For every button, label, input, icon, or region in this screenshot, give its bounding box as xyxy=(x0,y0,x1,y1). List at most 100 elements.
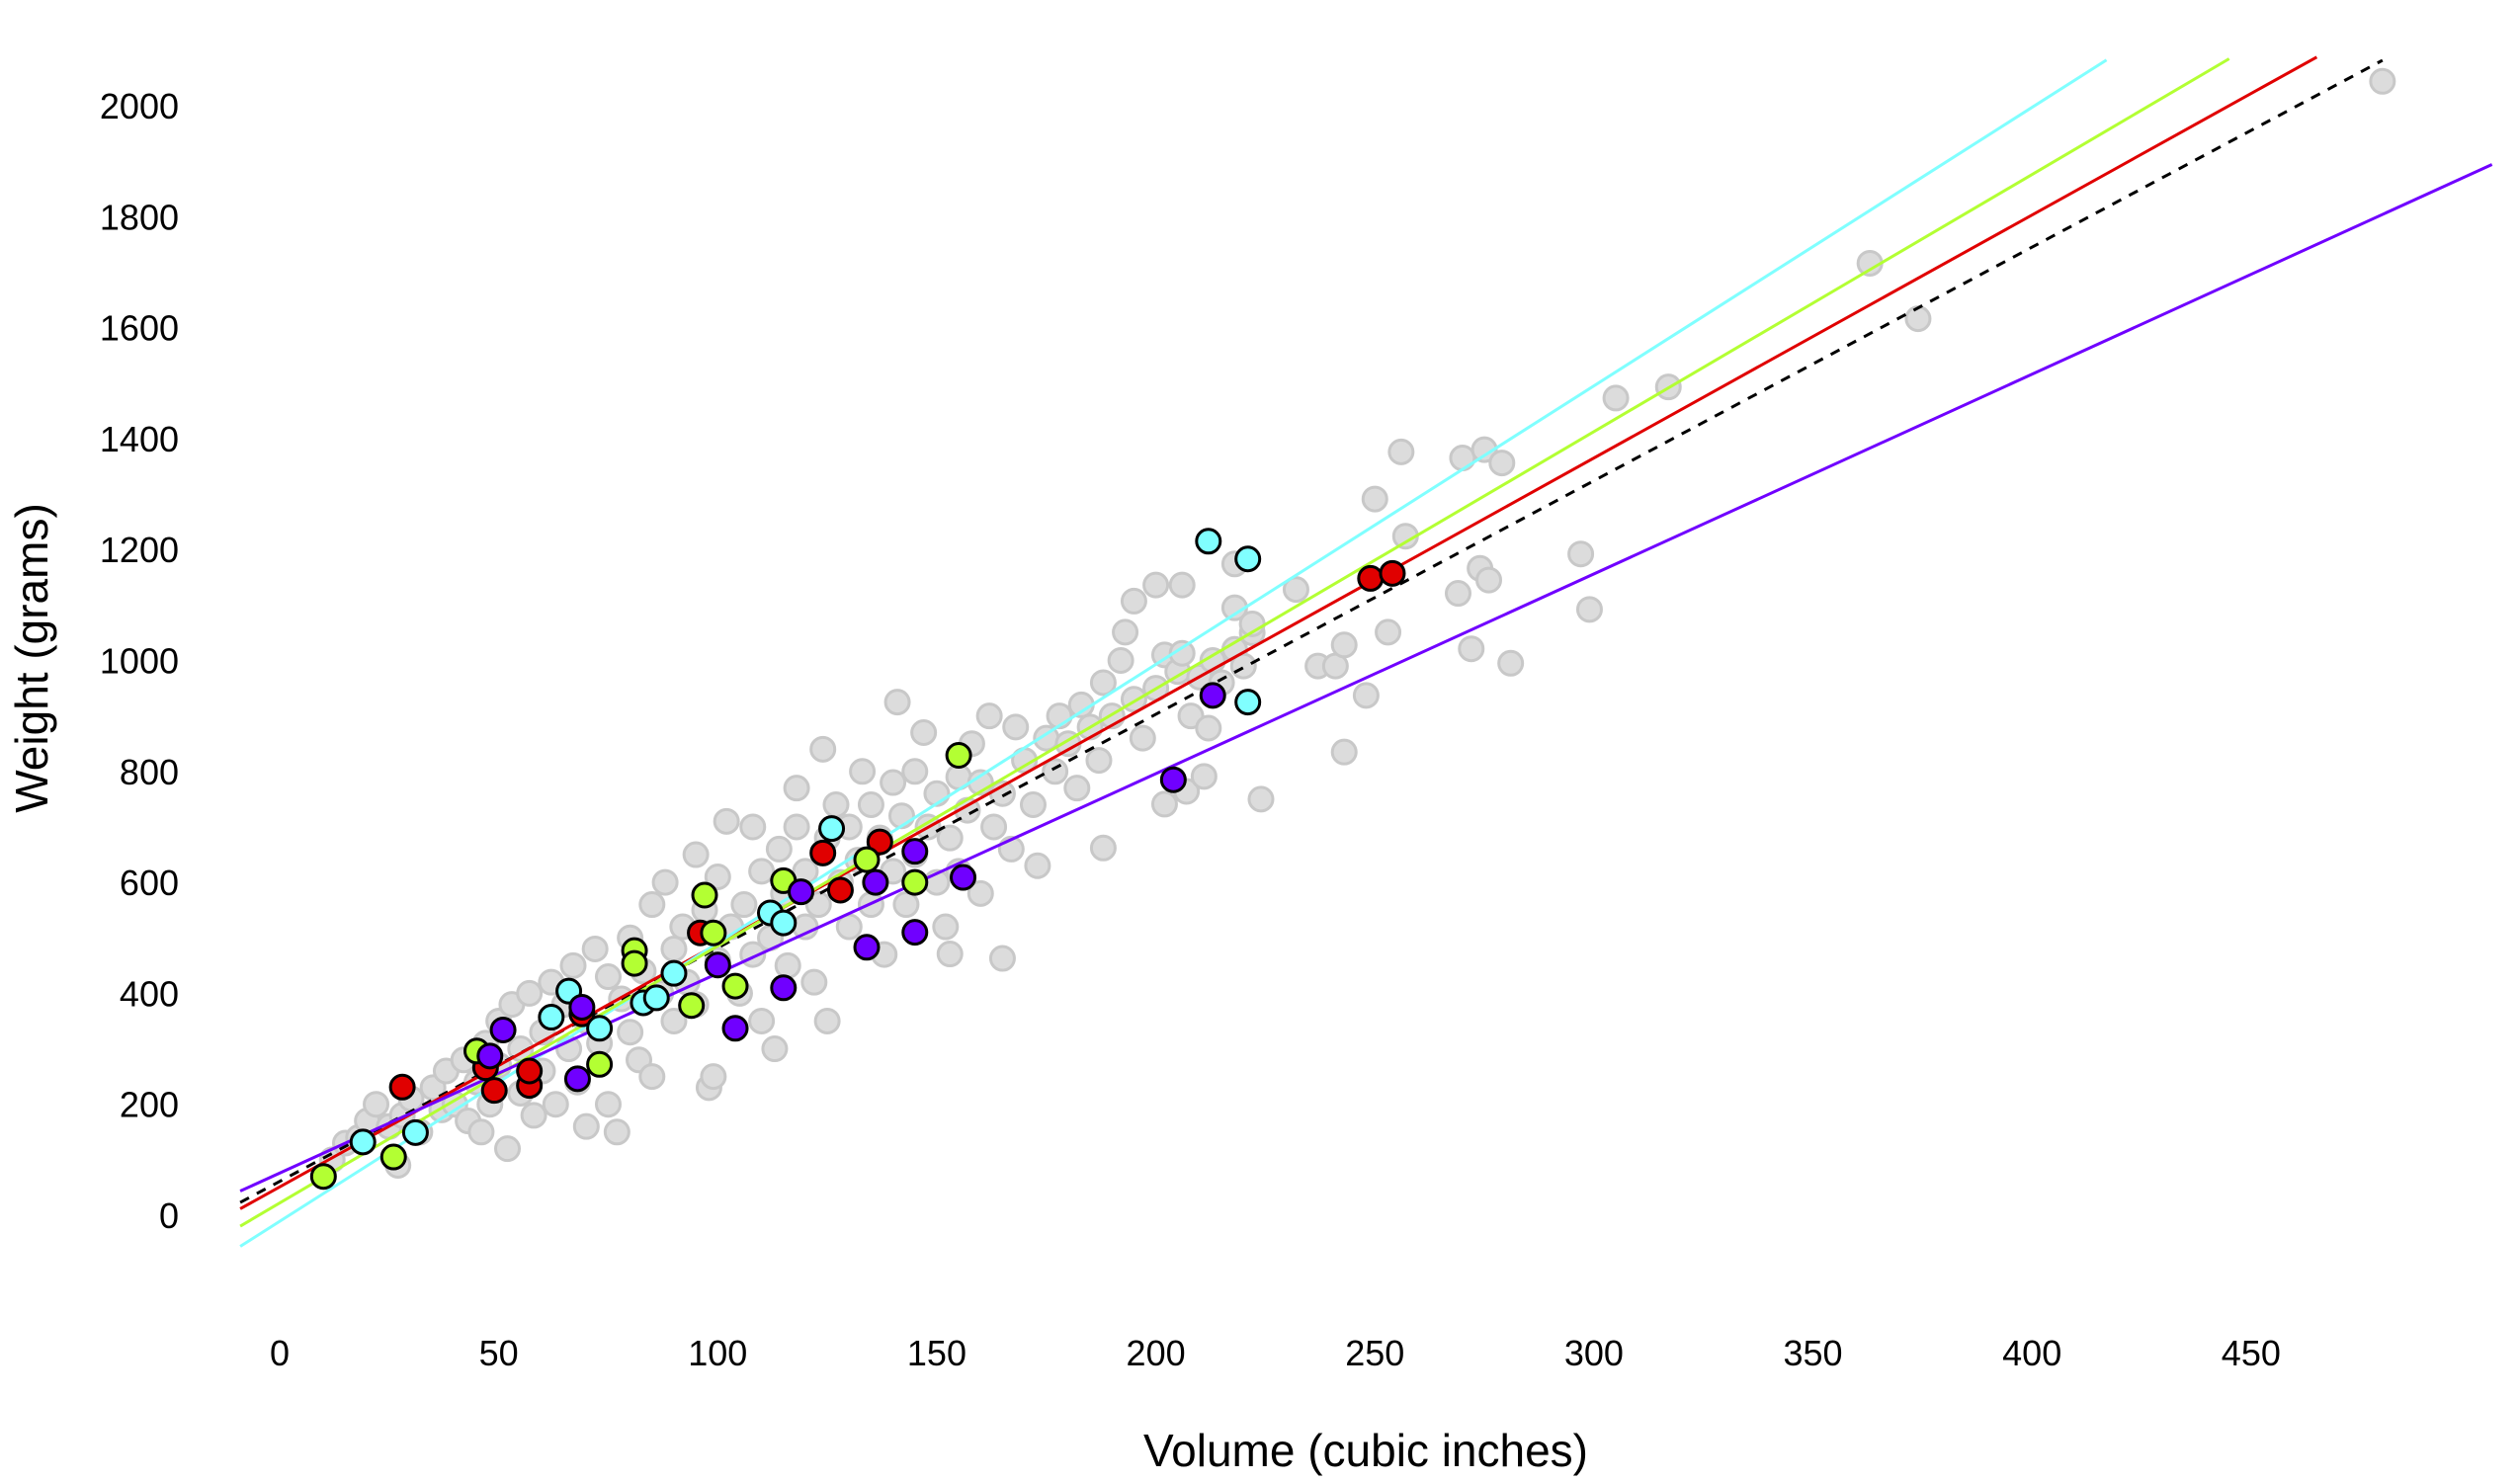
series-point-2 xyxy=(621,949,648,977)
tick-labels: 0 50 100 150 200 250 300 350 400 450 0 200 400 600 800… xyxy=(100,86,2281,1373)
background-point xyxy=(774,951,801,979)
background-point xyxy=(1190,763,1218,790)
series-point-2 xyxy=(853,846,881,873)
x-tick-label: 100 xyxy=(688,1333,747,1373)
series-point-0 xyxy=(809,839,837,866)
background-point xyxy=(638,1063,666,1091)
background-point xyxy=(880,769,907,796)
background-point xyxy=(748,1007,776,1034)
series-point-3 xyxy=(862,868,889,896)
background-point xyxy=(559,951,587,979)
background-point xyxy=(783,813,810,841)
x-tick-label: 300 xyxy=(1564,1333,1624,1373)
background-point xyxy=(494,1135,522,1163)
background-point xyxy=(638,891,666,919)
background-point xyxy=(594,963,622,991)
background-point xyxy=(2369,67,2396,95)
background-point xyxy=(1361,485,1388,513)
series-point-1 xyxy=(586,1015,614,1042)
series-point-0 xyxy=(516,1057,544,1085)
background-point xyxy=(765,835,793,863)
background-point xyxy=(901,758,929,785)
series-point-2 xyxy=(691,881,718,909)
background-point xyxy=(1458,635,1485,663)
series-point-2 xyxy=(309,1163,337,1191)
series-point-2 xyxy=(586,1050,614,1078)
background-point xyxy=(1168,639,1196,667)
background-point xyxy=(1112,618,1139,646)
y-tick-label: 200 xyxy=(120,1085,179,1125)
background-point xyxy=(1089,834,1117,862)
series-point-3 xyxy=(489,1016,517,1043)
background-point xyxy=(1089,669,1117,697)
x-tick-label: 450 xyxy=(2222,1333,2281,1373)
series-point-3 xyxy=(721,1015,749,1042)
background-point xyxy=(783,775,810,802)
series-point-3 xyxy=(1199,682,1226,709)
background-point xyxy=(572,1112,600,1140)
background-point xyxy=(617,1019,644,1046)
background-point xyxy=(910,718,938,746)
background-point xyxy=(516,979,544,1007)
background-point xyxy=(1168,571,1196,599)
background-point xyxy=(988,945,1016,972)
background-point xyxy=(1567,540,1595,568)
series-point-2 xyxy=(901,868,929,896)
background-point xyxy=(542,1091,569,1118)
x-tick-label: 200 xyxy=(1127,1333,1186,1373)
series-point-3 xyxy=(1159,766,1187,793)
series-point-0 xyxy=(866,828,893,856)
background-point xyxy=(1375,618,1402,646)
series-point-1 xyxy=(660,959,688,987)
fit-lines-layer xyxy=(239,55,2493,1248)
background-point xyxy=(800,968,828,996)
background-point xyxy=(1142,571,1170,599)
background-point xyxy=(660,1007,688,1034)
background-point xyxy=(1024,852,1051,879)
points-layer xyxy=(318,67,2396,1179)
background-point xyxy=(761,1035,789,1063)
background-point xyxy=(936,941,964,968)
series-point-2 xyxy=(379,1143,407,1171)
y-tick-label: 800 xyxy=(120,752,179,792)
background-point xyxy=(792,913,819,941)
background-point xyxy=(603,1118,630,1146)
background-point xyxy=(713,807,740,835)
y-axis-title: Weight (grams) xyxy=(6,503,57,813)
series-point-1 xyxy=(818,815,846,843)
background-point xyxy=(700,1063,727,1091)
series-point-1 xyxy=(1234,689,1262,716)
y-tick-label: 1200 xyxy=(100,530,179,570)
background-point xyxy=(1449,445,1476,472)
background-point xyxy=(849,758,877,785)
background-point xyxy=(1107,647,1134,674)
y-tick-label: 0 xyxy=(159,1195,179,1236)
background-point xyxy=(1282,576,1309,604)
background-point xyxy=(1247,785,1275,813)
series-fit-line-0 xyxy=(239,55,2318,1210)
background-point xyxy=(1475,566,1503,594)
series-point-0 xyxy=(1379,559,1406,587)
background-point xyxy=(1904,305,1932,333)
series-point-1 xyxy=(1234,545,1262,573)
series-point-3 xyxy=(901,919,929,947)
background-point xyxy=(682,841,710,868)
background-point xyxy=(1387,438,1415,465)
series-point-1 xyxy=(538,1004,565,1031)
background-point xyxy=(883,689,911,716)
background-point xyxy=(467,1118,495,1146)
series-point-0 xyxy=(388,1073,416,1101)
series-point-1 xyxy=(770,909,798,937)
background-point xyxy=(730,891,758,919)
background-point xyxy=(651,868,679,896)
background-point xyxy=(932,913,960,941)
background-point xyxy=(892,891,920,919)
background-point xyxy=(1602,384,1630,412)
background-point xyxy=(1444,580,1471,608)
background-point xyxy=(1120,587,1147,615)
series-fit-line-2 xyxy=(239,57,2230,1228)
x-axis-title: Volume (cubic inches) xyxy=(1143,1425,1588,1476)
background-point xyxy=(581,935,609,962)
background-point xyxy=(1575,596,1603,623)
